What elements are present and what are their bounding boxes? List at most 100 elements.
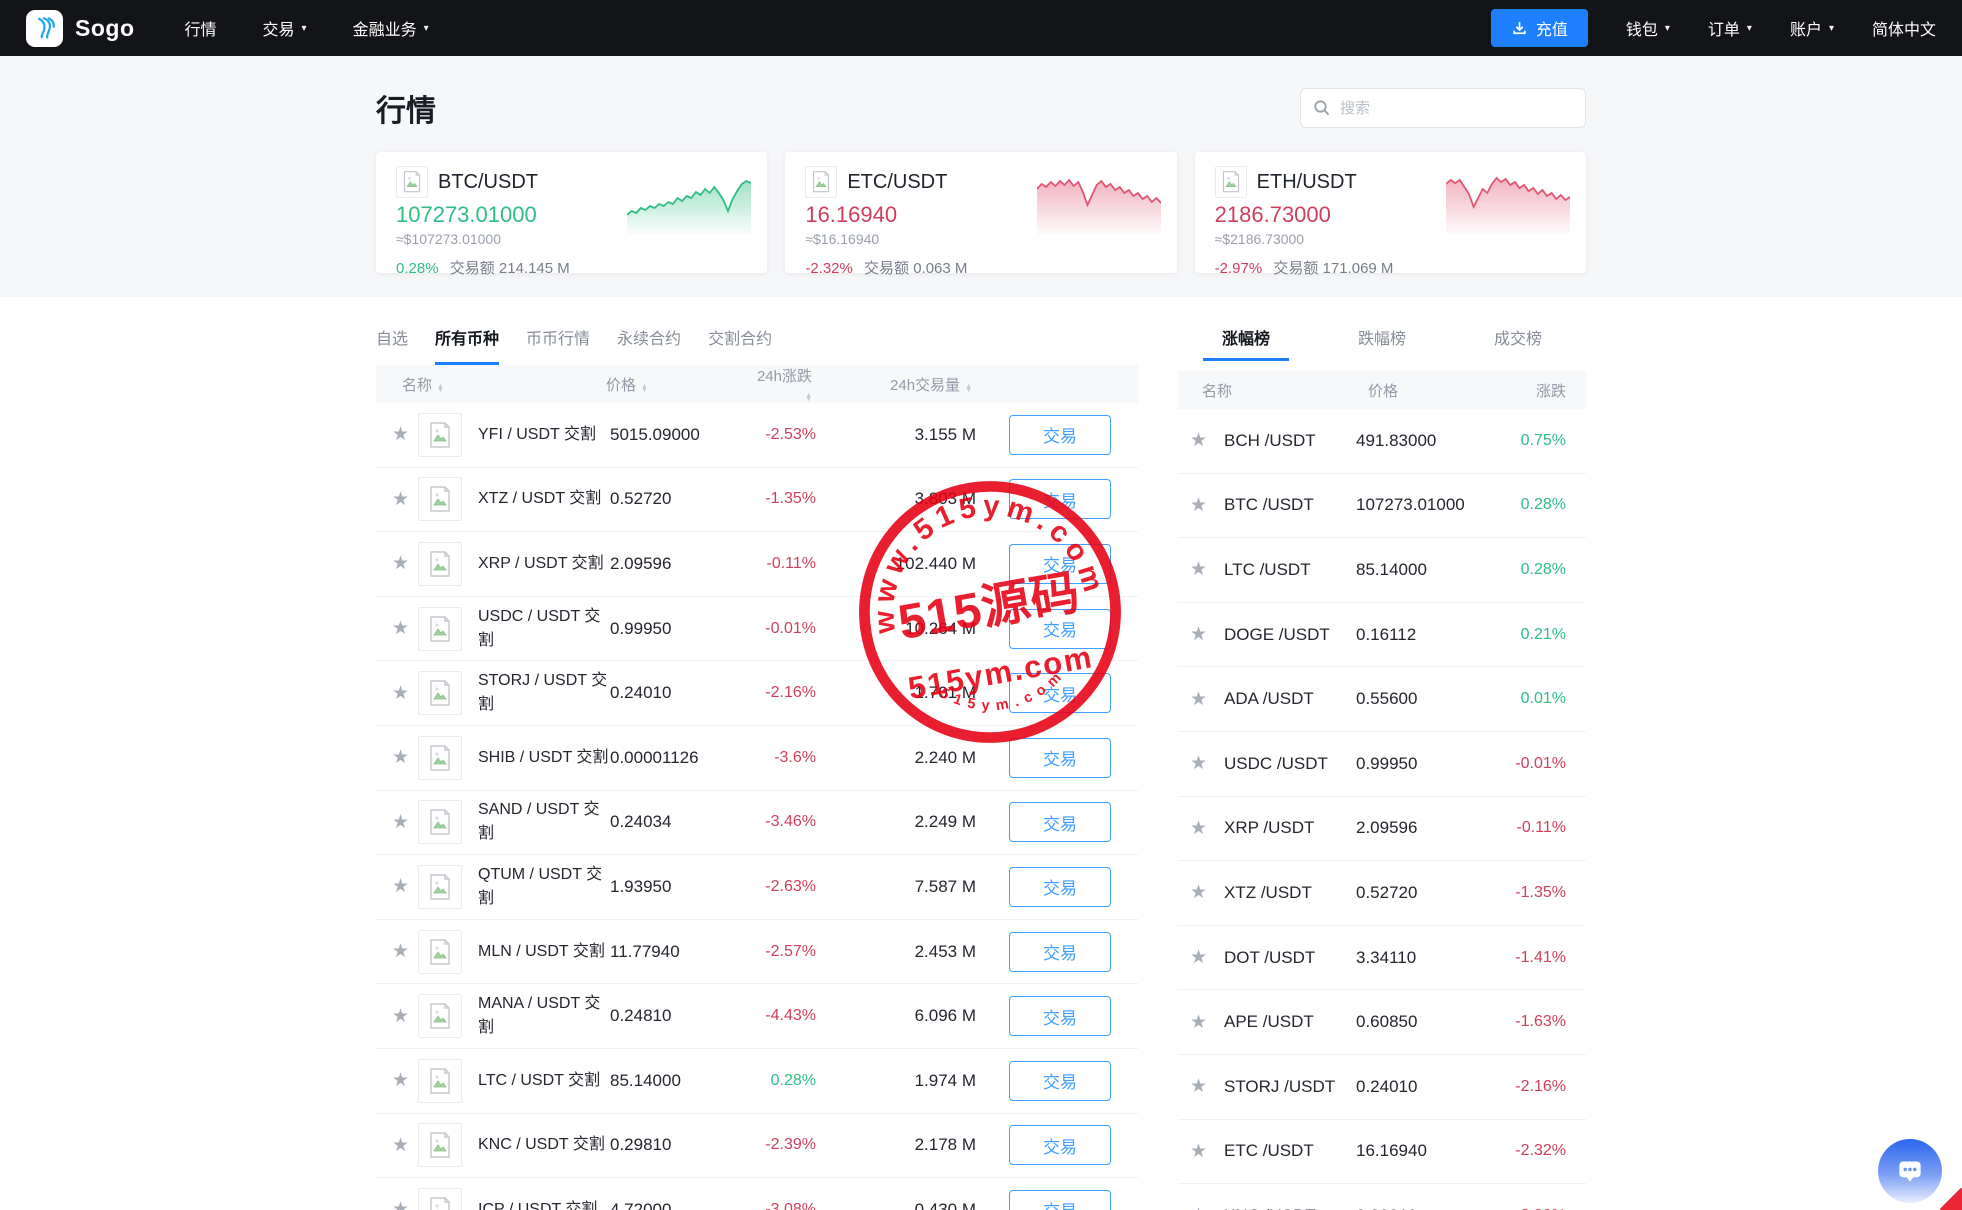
broken-image-icon	[813, 171, 830, 193]
favorite-star-icon[interactable]: ★	[392, 1070, 410, 1092]
search-input[interactable]	[1340, 99, 1573, 117]
favorite-star-icon[interactable]: ★	[1190, 947, 1208, 969]
brand-name[interactable]: Sogo	[75, 14, 135, 41]
ticker-card[interactable]: BTC/USDT 107273.01000 ≈$107273.01000 0.2…	[376, 152, 768, 277]
trade-button[interactable]: 交易	[1009, 1189, 1111, 1210]
table-row: ★ MLN / USDT 交割 11.77940 -2.57% 2.453 M …	[376, 920, 1138, 985]
favorite-star-icon[interactable]: ★	[392, 747, 410, 769]
tab-losers[interactable]: 跌幅榜	[1357, 331, 1406, 348]
favorite-star-icon[interactable]: ★	[1190, 559, 1208, 581]
trade-button[interactable]: 交易	[1009, 1125, 1111, 1166]
ranking-row[interactable]: ★ ETC /USDT 16.16940 -2.32%	[1178, 1120, 1586, 1185]
ranking-row[interactable]: ★ ADA /USDT 0.55600 0.01%	[1178, 667, 1586, 732]
navbar-dropdown-item[interactable]: 账户 ▾	[1789, 22, 1834, 39]
language-switcher[interactable]: 简体中文	[1871, 22, 1936, 39]
ranking-row[interactable]: ★ LTC /USDT 85.14000 0.28%	[1178, 538, 1586, 603]
pair-price: 0.29810	[1356, 1206, 1476, 1210]
favorite-star-icon[interactable]: ★	[1190, 430, 1208, 452]
chat-widget-button[interactable]	[1878, 1139, 1942, 1203]
ranking-row[interactable]: ★ BCH /USDT 491.83000 0.75%	[1178, 409, 1586, 474]
favorite-star-icon[interactable]: ★	[1190, 1011, 1208, 1033]
chevron-down-icon: ▾	[1664, 22, 1670, 34]
sort-icon[interactable]: ▲ ▼	[965, 382, 972, 394]
tab-spot-market[interactable]: 币币行情	[526, 331, 591, 348]
pair-name: XTZ /USDT	[1224, 882, 1312, 902]
tab-perpetual[interactable]: 永续合约	[617, 331, 682, 348]
favorite-star-icon[interactable]: ★	[1190, 1204, 1224, 1210]
ranking-row[interactable]: ★ XRP /USDT 2.09596 -0.11%	[1178, 797, 1586, 862]
coin-logo	[418, 477, 462, 522]
ranking-row[interactable]: ★ DOGE /USDT 0.16112 0.21%	[1178, 603, 1586, 668]
broken-image-icon	[1222, 171, 1239, 193]
pair-price: 0.24034	[610, 812, 672, 832]
sort-icon[interactable]: ▲ ▼	[805, 392, 812, 404]
table-row: ★ MANA / USDT 交割 0.24810 -4.43% 6.096 M …	[376, 984, 1138, 1049]
favorite-star-icon[interactable]: ★	[392, 488, 410, 510]
tab-turnover[interactable]: 成交榜	[1493, 331, 1542, 348]
search-box[interactable]	[1300, 88, 1586, 128]
favorite-star-icon[interactable]: ★	[392, 618, 410, 640]
favorite-star-icon[interactable]: ★	[392, 682, 410, 704]
sort-icon[interactable]: ▲ ▼	[641, 382, 648, 394]
favorite-star-icon[interactable]: ★	[1190, 882, 1208, 904]
trade-button[interactable]: 交易	[1009, 608, 1111, 649]
tab-delivery[interactable]: 交割合约	[708, 331, 773, 348]
navbar-menu-item[interactable]: 行情	[184, 22, 217, 39]
coin-logo	[418, 412, 462, 457]
ticker-card[interactable]: ETC/USDT 16.16940 ≈$16.16940 -2.32% 交易额 …	[785, 152, 1177, 277]
pair-change: 0.28%	[1520, 560, 1566, 578]
trade-button[interactable]: 交易	[1009, 737, 1111, 778]
ranking-header: 名称 价格 涨跌	[1178, 371, 1586, 409]
trade-button[interactable]: 交易	[1009, 802, 1111, 843]
ranking-row[interactable]: ★ DOT /USDT 3.34110 -1.41%	[1178, 926, 1586, 991]
favorite-star-icon[interactable]: ★	[1190, 494, 1208, 516]
favorite-star-icon[interactable]: ★	[392, 941, 410, 963]
trade-button[interactable]: 交易	[1009, 479, 1111, 520]
favorite-star-icon[interactable]: ★	[392, 553, 410, 575]
pair-name: KNC /USDT	[1224, 1206, 1356, 1210]
trade-button[interactable]: 交易	[1009, 673, 1111, 714]
ranking-row[interactable]: ★ KNC /USDT 0.29810 -2.39%	[1178, 1184, 1586, 1210]
trade-button[interactable]: 交易	[1009, 543, 1111, 584]
trade-button[interactable]: 交易	[1009, 866, 1111, 907]
favorite-star-icon[interactable]: ★	[392, 1005, 410, 1027]
favorite-star-icon[interactable]: ★	[1190, 1076, 1208, 1098]
ranking-row[interactable]: ★ STORJ /USDT 0.24010 -2.16%	[1178, 1055, 1586, 1120]
favorite-star-icon[interactable]: ★	[392, 1134, 410, 1156]
favorite-star-icon[interactable]: ★	[392, 876, 410, 898]
favorite-star-icon[interactable]: ★	[1190, 753, 1208, 775]
navbar-menu-item[interactable]: 交易 ▾	[262, 22, 307, 39]
recharge-button[interactable]: 充值	[1490, 9, 1588, 47]
navbar-dropdown-item[interactable]: 钱包 ▾	[1625, 22, 1670, 39]
tab-gainers[interactable]: 涨幅榜	[1178, 325, 1314, 371]
ranking-row[interactable]: ★ XTZ /USDT 0.52720 -1.35%	[1178, 861, 1586, 926]
pair-name: DOT /USDT	[1224, 947, 1316, 967]
ranking-row[interactable]: ★ USDC /USDT 0.99950 -0.01%	[1178, 732, 1586, 797]
trade-button[interactable]: 交易	[1009, 414, 1111, 455]
favorite-star-icon[interactable]: ★	[392, 1199, 410, 1210]
pair-price: 0.24810	[610, 1006, 672, 1026]
favorite-star-icon[interactable]: ★	[1190, 817, 1208, 839]
brand-logo-icon[interactable]	[26, 9, 63, 47]
favorite-star-icon[interactable]: ★	[1190, 624, 1208, 646]
favorite-star-icon[interactable]: ★	[1190, 688, 1208, 710]
navbar-dropdown-item[interactable]: 订单 ▾	[1707, 22, 1752, 39]
ticker-price: 16.16940	[805, 202, 898, 227]
sort-icon[interactable]: ▲ ▼	[437, 382, 444, 394]
trade-button[interactable]: 交易	[1009, 931, 1111, 972]
ranking-row[interactable]: ★ BTC /USDT 107273.01000 0.28%	[1178, 474, 1586, 539]
navbar-menu-item[interactable]: 金融业务 ▾	[352, 22, 429, 39]
favorite-star-icon[interactable]: ★	[392, 424, 410, 446]
pair-change: -0.11%	[1516, 819, 1566, 837]
ranking-row[interactable]: ★ APE /USDT 0.60850 -1.63%	[1178, 990, 1586, 1055]
pair-change: -3.08%	[765, 1200, 816, 1210]
pair-name: MLN / USDT 交割	[478, 942, 605, 960]
favorite-star-icon[interactable]: ★	[392, 811, 410, 833]
tab-all-coins[interactable]: 所有币种	[435, 325, 500, 365]
tab-favorites[interactable]: 自选	[376, 331, 409, 348]
ticker-card[interactable]: ETH/USDT 2186.73000 ≈$2186.73000 -2.97% …	[1194, 152, 1586, 277]
chevron-down-icon: ▾	[301, 22, 307, 34]
trade-button[interactable]: 交易	[1009, 996, 1111, 1037]
trade-button[interactable]: 交易	[1009, 1060, 1111, 1101]
favorite-star-icon[interactable]: ★	[1190, 1140, 1208, 1162]
